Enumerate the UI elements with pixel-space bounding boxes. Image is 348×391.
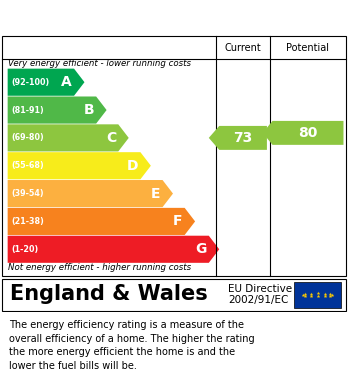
Text: C: C bbox=[106, 131, 116, 145]
Text: Not energy efficient - higher running costs: Not energy efficient - higher running co… bbox=[8, 263, 191, 272]
Text: G: G bbox=[195, 242, 207, 256]
Bar bbox=[294, 282, 341, 308]
Text: F: F bbox=[173, 214, 183, 228]
Text: Potential: Potential bbox=[286, 43, 330, 53]
Polygon shape bbox=[8, 97, 106, 124]
Text: (92-100): (92-100) bbox=[11, 78, 49, 87]
Polygon shape bbox=[209, 126, 267, 150]
Polygon shape bbox=[8, 208, 195, 235]
Text: Current: Current bbox=[225, 43, 261, 53]
Polygon shape bbox=[263, 121, 343, 145]
Text: Very energy efficient - lower running costs: Very energy efficient - lower running co… bbox=[8, 59, 191, 68]
Text: The energy efficiency rating is a measure of the
overall efficiency of a home. T: The energy efficiency rating is a measur… bbox=[9, 320, 254, 371]
Text: A: A bbox=[61, 75, 72, 89]
Polygon shape bbox=[8, 124, 129, 151]
Text: (39-54): (39-54) bbox=[11, 189, 44, 198]
Text: 80: 80 bbox=[298, 126, 318, 140]
Text: (69-80): (69-80) bbox=[11, 133, 44, 142]
Text: Energy Efficiency Rating: Energy Efficiency Rating bbox=[9, 10, 219, 25]
Text: (55-68): (55-68) bbox=[11, 161, 44, 170]
Text: D: D bbox=[127, 159, 138, 173]
Text: 73: 73 bbox=[234, 131, 253, 145]
Text: (1-20): (1-20) bbox=[11, 245, 38, 254]
Text: England & Wales: England & Wales bbox=[10, 284, 208, 304]
Text: (21-38): (21-38) bbox=[11, 217, 44, 226]
Polygon shape bbox=[8, 152, 151, 179]
Text: 2002/91/EC: 2002/91/EC bbox=[228, 295, 288, 305]
Polygon shape bbox=[8, 69, 85, 96]
Text: (81-91): (81-91) bbox=[11, 106, 44, 115]
Text: B: B bbox=[84, 103, 94, 117]
Text: EU Directive: EU Directive bbox=[228, 283, 292, 294]
Text: E: E bbox=[151, 187, 160, 201]
Polygon shape bbox=[8, 180, 173, 207]
Polygon shape bbox=[8, 236, 219, 263]
